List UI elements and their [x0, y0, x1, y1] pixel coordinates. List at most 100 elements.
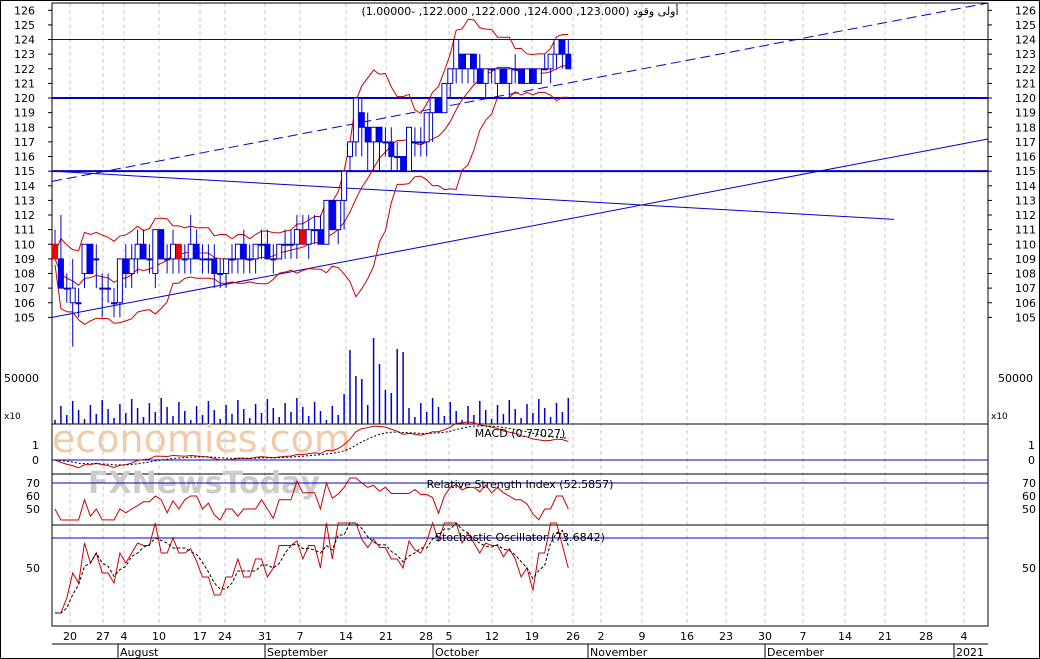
candle-body	[317, 229, 324, 245]
candle-body	[465, 53, 471, 70]
panel-frame	[51, 524, 989, 627]
day-tick: 16	[680, 630, 694, 643]
price-tick-left: 121	[14, 77, 35, 90]
candle-body	[565, 53, 572, 70]
price-tick-right: 116	[1015, 151, 1036, 164]
day-tick: 12	[485, 630, 499, 643]
price-tick-left: 125	[14, 19, 35, 32]
price-tick-left: 115	[14, 165, 35, 178]
price-tick-left: 110	[14, 238, 35, 251]
day-tick: 19	[525, 630, 539, 643]
price-tick-left: 112	[14, 209, 35, 222]
month-label: November	[590, 646, 648, 659]
price-tick-right: 122	[1015, 63, 1036, 76]
candle-body	[187, 243, 194, 260]
candle-body	[69, 287, 76, 304]
price-tick-left: 108	[14, 268, 35, 281]
price-tick-left: 116	[14, 151, 35, 164]
candle-body	[423, 112, 430, 143]
grid	[69, 3, 965, 626]
rising-trendline	[51, 138, 989, 318]
candle-body	[518, 68, 525, 84]
candle-body	[305, 229, 312, 245]
day-tick: 26	[566, 630, 580, 643]
day-tick: 31	[258, 630, 272, 643]
candle-body	[394, 156, 401, 159]
candle-body	[447, 68, 454, 84]
day-tick: 21	[878, 630, 892, 643]
candle-body	[553, 39, 560, 55]
candle-body	[152, 229, 159, 275]
candle-body	[453, 39, 460, 70]
candle-body	[323, 199, 330, 245]
day-tick: 28	[419, 630, 433, 643]
volume-panel	[54, 338, 570, 424]
price-tick-right: 109	[1015, 253, 1036, 266]
candle-body	[93, 258, 100, 261]
day-tick: 30	[758, 630, 772, 643]
candle-body	[258, 243, 265, 246]
day-tick: 14	[339, 630, 353, 643]
candle-body	[352, 97, 359, 143]
stoch-tick-left: 50	[26, 562, 40, 575]
price-tick-right: 118	[1015, 121, 1036, 134]
candle-body	[347, 141, 353, 158]
candle-body	[170, 243, 176, 260]
candle-body	[311, 229, 318, 232]
volume-tick-right: 50000	[998, 372, 1033, 385]
rsi-line	[54, 477, 569, 521]
candle-body	[547, 53, 554, 70]
candle-body	[240, 243, 247, 260]
candle-body	[99, 287, 106, 290]
bollinger-lower	[54, 91, 569, 326]
price-tick-right: 119	[1015, 107, 1036, 120]
price-title: أولى وقود (123.000, 124.000, 122.000, 12…	[361, 4, 678, 18]
candle-body	[57, 258, 64, 289]
price-tick-left: 123	[14, 48, 35, 61]
day-tick: 20	[63, 630, 77, 643]
day-tick: 5	[446, 630, 453, 643]
bollinger-upper	[54, 18, 569, 254]
rsi-tick-left: 60	[26, 490, 40, 503]
candle-body	[229, 258, 235, 261]
candle-body	[488, 68, 495, 71]
price-tick-right: 117	[1015, 136, 1036, 149]
price-tick-left: 105	[14, 311, 35, 324]
price-tick-left: 117	[14, 136, 35, 149]
day-tick: 21	[379, 630, 393, 643]
candle-body	[205, 258, 212, 261]
candle-body	[199, 258, 206, 261]
price-tick-right: 125	[1015, 19, 1036, 32]
candle-body	[122, 258, 129, 275]
price-tick-right: 115	[1015, 165, 1036, 178]
candle-body	[270, 258, 277, 261]
day-tick: 14	[838, 630, 852, 643]
candle-body	[482, 68, 489, 84]
candle-body	[341, 170, 348, 201]
stoch-panel: 50 50	[26, 521, 1036, 614]
candle-body	[541, 68, 548, 71]
day-tick: 28	[919, 630, 933, 643]
stoch-tick-right: 50	[1022, 562, 1036, 575]
day-tick: 23	[719, 630, 733, 643]
candle-body	[512, 68, 519, 71]
candle-body	[400, 156, 407, 172]
month-label: October	[435, 646, 479, 659]
candle-body	[105, 287, 112, 290]
candle-body	[276, 243, 283, 260]
candle-body	[223, 258, 230, 275]
candle-body	[299, 229, 306, 245]
candle-body	[435, 97, 442, 114]
candle-body	[524, 68, 530, 84]
price-panel	[51, 2, 989, 347]
candle-body	[406, 126, 412, 172]
candle-body	[252, 243, 259, 260]
day-tick: 9	[639, 630, 646, 643]
candle-body	[441, 82, 448, 114]
candle-body	[146, 258, 153, 261]
candle-body	[459, 53, 466, 70]
candle-body	[288, 243, 294, 246]
candle-body	[535, 68, 542, 84]
